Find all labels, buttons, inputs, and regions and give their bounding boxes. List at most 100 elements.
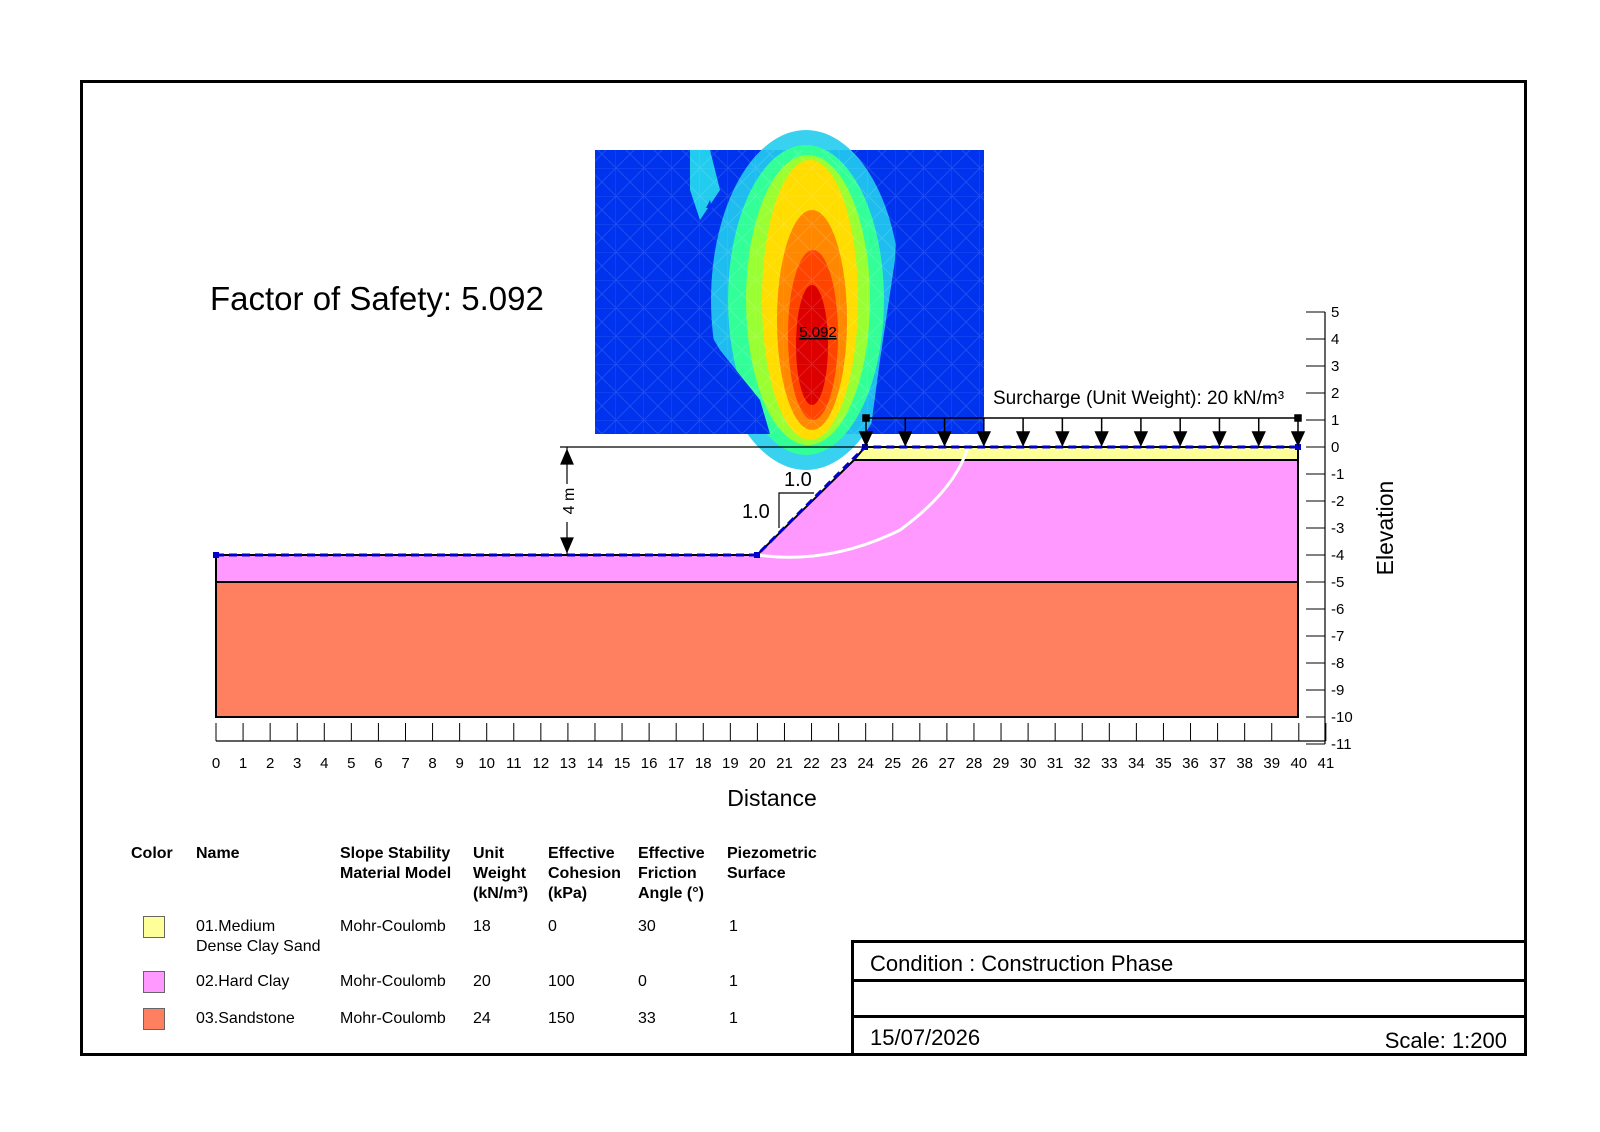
x-tick-label: 33 [1101, 755, 1118, 772]
surcharge-arrow-head [1212, 431, 1227, 447]
legend-row-cohesion: 100 [548, 973, 575, 990]
legend-header-friction: Effective Friction Angle (°) [638, 845, 705, 902]
surcharge-arrow-head [1251, 431, 1266, 447]
legend-row-unit-weight: 18 [473, 918, 491, 935]
x-tick-label: 18 [695, 755, 712, 772]
x-tick-label: 35 [1155, 755, 1172, 772]
legend-swatch-sandstone [143, 1008, 165, 1030]
surcharge-arrow-head [1055, 431, 1070, 447]
surcharge-load [858, 414, 1306, 447]
y-tick-label: -2 [1331, 493, 1344, 510]
x-tick-label: 28 [966, 755, 983, 772]
legend-row-model: Mohr-Coulomb [340, 1010, 446, 1027]
critical-slip-surface [756, 446, 970, 559]
surcharge-arrow-head [898, 431, 913, 447]
legend-row-name: 02.Hard Clay [196, 973, 290, 990]
x-tick-label: 2 [266, 755, 274, 772]
y-axis: 5 4 3 2 1 0 -1 -2 -3 -4 -5 -6 -7 -8 -9 -10 -11 Elevation [1306, 304, 1398, 753]
date-label: 15/07/2026 [870, 1025, 981, 1050]
legend-row-unit-weight: 24 [473, 1010, 491, 1027]
legend-row-model: Mohr-Coulomb [340, 918, 446, 935]
layer-medium-dense-clay-sand [851, 446, 1299, 461]
legend-header-name: Name [196, 845, 240, 862]
legend-row-friction: 30 [638, 918, 656, 935]
x-tick-label: 12 [532, 755, 549, 772]
y-axis-label: Elevation [1372, 481, 1398, 576]
legend-header-piezometric: Piezometric Surface [727, 845, 817, 882]
legend-header-model: Slope Stability Material Model [340, 845, 452, 882]
legend-row-piezo: 1 [729, 973, 738, 990]
y-tick-label: -4 [1331, 547, 1344, 564]
x-tick-label: 4 [320, 755, 328, 772]
legend-row-name: 03.Sandstone [196, 1010, 295, 1027]
legend-swatch-medium-dense-clay-sand [143, 916, 165, 938]
x-axis-label: Distance [727, 785, 816, 811]
surcharge-arrow-head [858, 431, 874, 447]
legend-row-name: 01.Medium Dense Clay Sand [196, 918, 321, 955]
y-tick-label: -5 [1331, 574, 1344, 591]
y-tick-label: -1 [1331, 466, 1344, 483]
slope-ratio-indicator [778, 492, 814, 528]
y-tick-label: -6 [1331, 601, 1344, 618]
surcharge-label: Surcharge (Unit Weight): 20 kN/m³ [993, 388, 1284, 409]
soil-layers [215, 446, 1299, 718]
title-block-divider [854, 979, 1527, 982]
x-tick-label: 37 [1209, 755, 1226, 772]
legend-swatch-hard-clay [143, 971, 165, 993]
height-dimension-label: 4 m [561, 488, 578, 515]
x-tick-label: 5 [347, 755, 355, 772]
surcharge-arrow-head [976, 431, 991, 447]
x-tick-label: 26 [911, 755, 928, 772]
fos-contour-label-box: 5.092 [799, 324, 837, 341]
surcharge-arrow-head [1015, 431, 1031, 447]
y-tick-label: 4 [1331, 331, 1339, 348]
x-tick-label: 11 [506, 755, 522, 772]
x-tick-label: 21 [776, 755, 793, 772]
y-tick-label: -8 [1331, 655, 1344, 672]
legend-header-cohesion: Effective Cohesion (kPa) [548, 845, 621, 902]
legend-row-piezo: 1 [729, 918, 738, 935]
title-block-divider [854, 1015, 1527, 1018]
x-tick-label: 6 [374, 755, 382, 772]
surcharge-arrow-head [937, 431, 952, 447]
title-block: Condition : Construction Phase 15/07/202… [851, 940, 1527, 1056]
x-tick-label: 0 [212, 755, 220, 772]
x-tick-label: 3 [293, 755, 301, 772]
x-tick-label: 20 [749, 755, 766, 772]
scale-label: Scale: 1:200 [1384, 1028, 1507, 1053]
surcharge-arrow-head [1133, 431, 1149, 447]
x-tick-label: 31 [1047, 755, 1064, 772]
surcharge-arrow-head [1290, 431, 1306, 447]
y-tick-label: 5 [1331, 304, 1339, 321]
x-tick-label: 13 [560, 755, 577, 772]
fos-contour-label: 5.092 [799, 324, 837, 341]
x-tick-label: 39 [1263, 755, 1280, 772]
x-tick-label: 25 [884, 755, 901, 772]
y-tick-label: 2 [1331, 385, 1339, 402]
x-tick-label: 22 [803, 755, 820, 772]
x-tick-label: 30 [1020, 755, 1037, 772]
y-tick-label: -10 [1331, 709, 1353, 726]
slope-ratio-horizontal: 1.0 [784, 469, 812, 491]
y-tick-label: -3 [1331, 520, 1344, 537]
x-tick-label: 29 [993, 755, 1010, 772]
legend-header-unit-weight: Unit Weight (kN/m³) [473, 845, 529, 902]
x-tick-label: 16 [641, 755, 658, 772]
surcharge-arrow-head [1094, 431, 1109, 447]
slope-ratio-vertical: 1.0 [742, 501, 770, 523]
x-tick-label: 7 [401, 755, 409, 772]
x-axis: 0 1 2 3 4 5 6 7 8 9 10 11 12 13 14 15 16 17 18 19 20 21 22 23 24… [212, 723, 1334, 811]
x-tick-label: 8 [428, 755, 436, 772]
legend-row-friction: 33 [638, 1010, 656, 1027]
y-tick-label: 0 [1331, 439, 1339, 456]
y-tick-label: 3 [1331, 358, 1339, 375]
surcharge-arrow-head [1173, 431, 1188, 447]
legend-row-cohesion: 0 [548, 918, 557, 935]
y-tick-label: -7 [1331, 628, 1344, 645]
x-tick-label: 32 [1074, 755, 1091, 772]
x-tick-label: 38 [1236, 755, 1253, 772]
x-tick-label: 10 [478, 755, 495, 772]
legend-row-friction: 0 [638, 973, 647, 990]
x-tick-label: 34 [1128, 755, 1145, 772]
